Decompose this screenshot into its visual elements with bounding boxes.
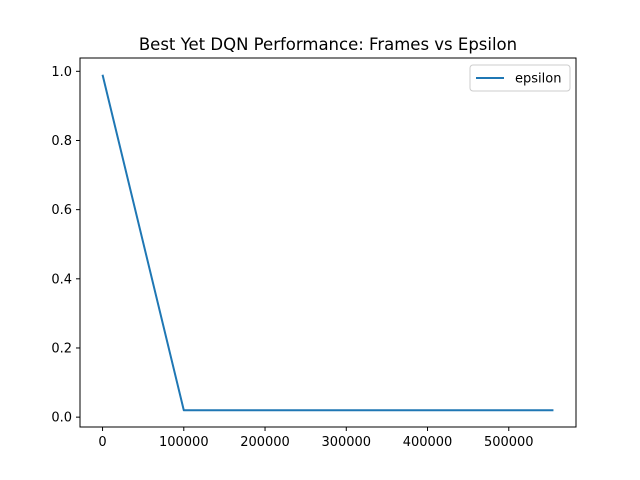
x-tick-label: 200000	[240, 435, 290, 450]
y-tick-label: 0.2	[51, 341, 72, 356]
x-tick-label: 100000	[159, 435, 209, 450]
series-layer	[101, 74, 554, 412]
plot-frame	[79, 57, 577, 428]
legend-box	[469, 64, 571, 92]
x-tick-label: 500000	[484, 435, 534, 450]
x-tick-label: 400000	[403, 435, 453, 450]
x-tick-label: 300000	[321, 435, 371, 450]
y-tick-label: 0.4	[51, 272, 72, 287]
y-tick-label: 1.0	[51, 65, 72, 80]
legend: epsilon	[469, 64, 571, 92]
x-tick-label: 0	[98, 435, 106, 450]
legend-label: epsilon	[515, 72, 561, 87]
y-tick-label: 0.6	[51, 203, 72, 218]
chart-title: Best Yet DQN Performance: Frames vs Epsi…	[139, 35, 517, 54]
y-tick-label: 0.8	[51, 134, 72, 149]
y-tick-label: 0.0	[51, 411, 72, 426]
x-axis-ticks: 0 100000 200000 300000 400000 500000	[98, 427, 534, 450]
series-line-epsilon	[101, 74, 554, 412]
y-axis-ticks: 0.0 0.2 0.4 0.6 0.8 1.0	[51, 65, 80, 426]
